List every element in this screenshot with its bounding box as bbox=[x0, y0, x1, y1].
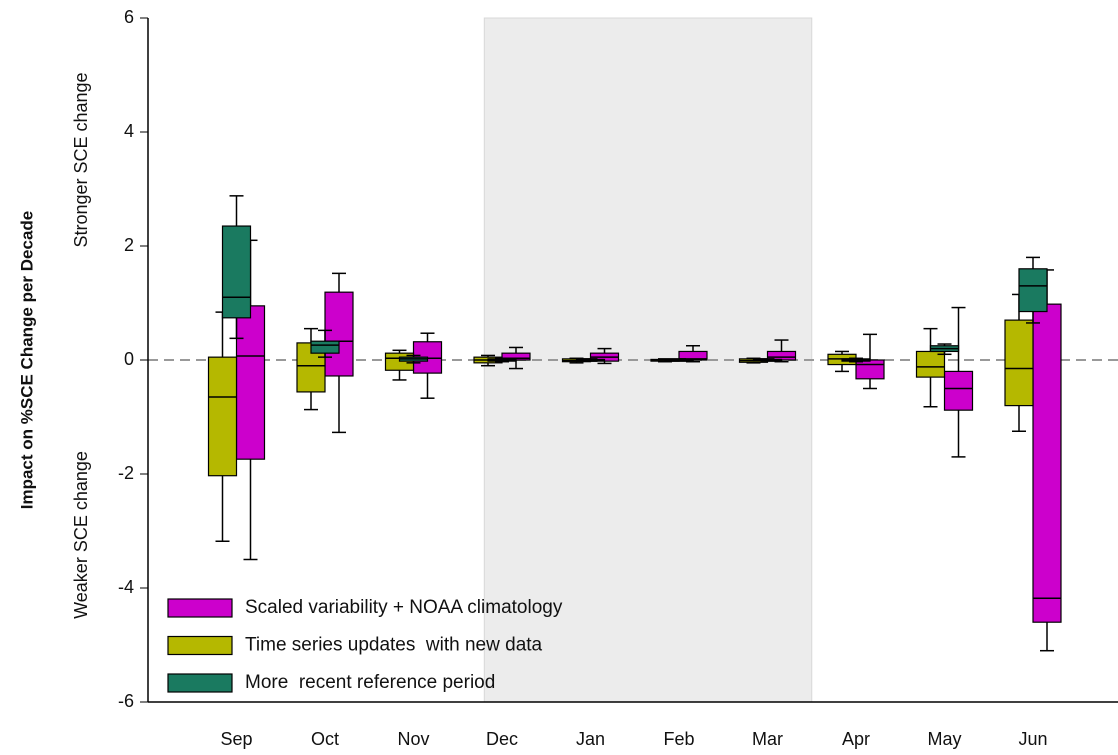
y-tick-label: 4 bbox=[124, 121, 134, 141]
x-tick-label: Jun bbox=[1018, 729, 1047, 749]
box bbox=[855, 359, 885, 380]
legend-swatch bbox=[167, 635, 233, 656]
legend-swatch bbox=[167, 673, 233, 693]
box bbox=[207, 356, 238, 477]
y-tick-label: -4 bbox=[118, 577, 134, 597]
box bbox=[310, 340, 340, 354]
box bbox=[235, 305, 266, 460]
y-axis-title: Impact on %SCE Change per Decade bbox=[17, 211, 36, 510]
x-tick-label: Jan bbox=[576, 729, 605, 749]
x-tick-label: Mar bbox=[752, 729, 783, 749]
box bbox=[221, 225, 252, 319]
annotation: Stronger SCE change bbox=[71, 72, 91, 247]
x-tick-label: Sep bbox=[220, 729, 252, 749]
legend-label: Scaled variability + NOAA climatology bbox=[245, 597, 563, 618]
box bbox=[1018, 268, 1048, 313]
x-tick-label: Feb bbox=[663, 729, 694, 749]
y-tick-label: -6 bbox=[118, 691, 134, 711]
annotation: Weaker SCE change bbox=[71, 451, 91, 619]
x-tick-label: Oct bbox=[311, 729, 339, 749]
legend-label: More recent reference period bbox=[245, 672, 495, 693]
x-tick-label: Nov bbox=[397, 729, 429, 749]
y-tick-label: -2 bbox=[118, 463, 134, 483]
y-tick-label: 0 bbox=[124, 349, 134, 369]
box bbox=[1032, 303, 1062, 623]
box bbox=[943, 370, 974, 411]
x-tick-label: Apr bbox=[842, 729, 870, 749]
box bbox=[915, 350, 946, 378]
y-tick-label: 6 bbox=[124, 7, 134, 27]
x-tick-label: Dec bbox=[486, 729, 518, 749]
y-tick-label: 2 bbox=[124, 235, 134, 255]
legend-label: Time series updates with new data bbox=[245, 635, 543, 656]
x-tick-label: May bbox=[927, 729, 961, 749]
box bbox=[324, 291, 354, 377]
box bbox=[1004, 319, 1034, 407]
legend-swatch bbox=[167, 598, 233, 618]
